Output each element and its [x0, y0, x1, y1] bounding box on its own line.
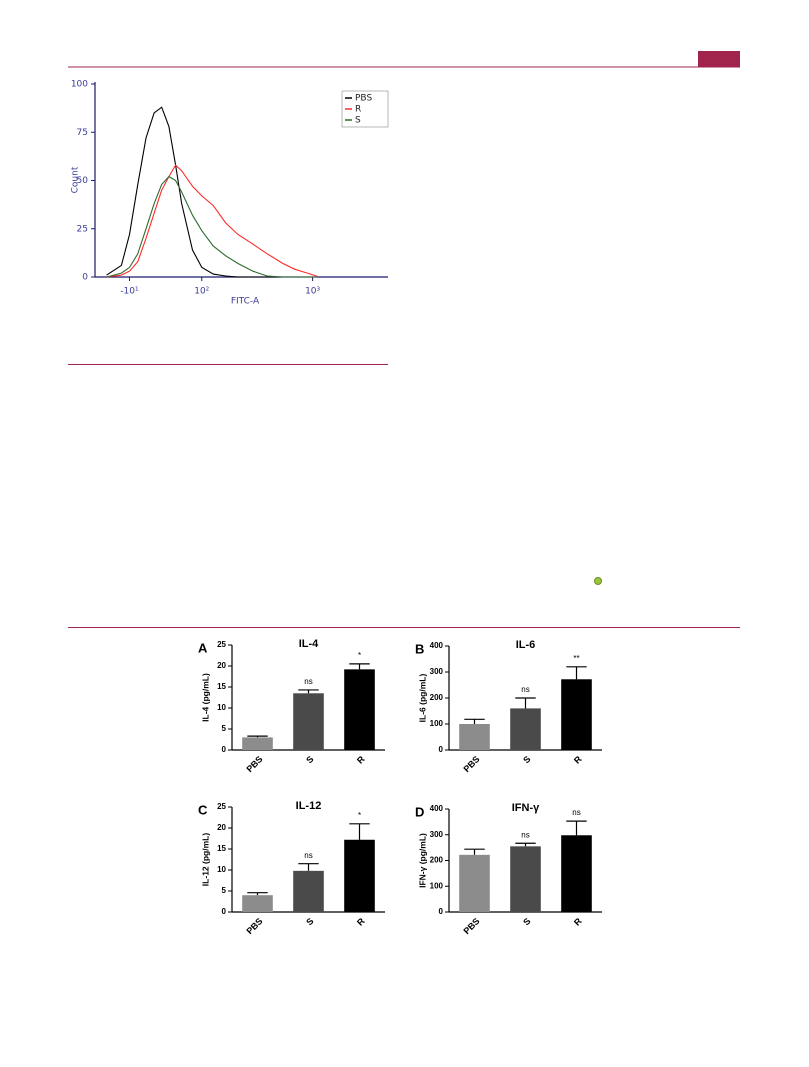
y-tick-label: 25: [77, 224, 88, 234]
significance-label: ns: [304, 677, 312, 686]
significance-label: ns: [521, 685, 529, 694]
y-tick-label: 0: [439, 907, 444, 916]
legend-label: PBS: [355, 94, 372, 104]
y-tick-label: 0: [439, 745, 444, 754]
y-tick-label: 5: [222, 886, 227, 895]
y-tick-label: 200: [430, 693, 444, 702]
y-axis-label: Count: [71, 166, 81, 193]
x-tick-label: -10¹: [120, 287, 139, 297]
y-tick-label: 10: [217, 703, 226, 712]
histogram-line: [106, 175, 318, 278]
bar: [510, 846, 541, 912]
header-tab: [698, 51, 740, 67]
y-axis-label: IL-4 (pg/mL): [200, 673, 210, 722]
marker-dot: [594, 577, 602, 585]
histogram-line: [106, 164, 318, 278]
bar: [344, 839, 375, 912]
significance-label: ns: [304, 851, 312, 860]
panel-letter: B: [415, 641, 424, 656]
y-tick-label: 25: [217, 802, 226, 811]
y-tick-label: 200: [430, 856, 444, 865]
y-axis-label: IL-12 (pg/mL): [200, 833, 210, 887]
y-tick-label: 15: [217, 844, 226, 853]
y-tick-label: 10: [217, 865, 226, 874]
x-tick-label: S: [521, 916, 532, 927]
y-axis-label: IFN-γ (pg/mL): [417, 833, 427, 888]
y-tick-label: 25: [217, 640, 226, 649]
y-tick-label: 0: [82, 273, 88, 283]
significance-label: **: [573, 654, 579, 663]
y-axis-label: IL-6 (pg/mL): [417, 674, 427, 723]
bar: [459, 854, 490, 912]
y-tick-label: 300: [430, 830, 444, 839]
x-tick-label: 10³: [305, 287, 320, 297]
chart-title: IFN-γ: [512, 802, 540, 814]
bar: [293, 870, 324, 912]
panel-letter: D: [415, 804, 424, 819]
x-axis-label: FITC-A: [231, 297, 260, 307]
chart-title: IL-6: [516, 639, 536, 651]
y-tick-label: 50: [77, 176, 89, 186]
y-tick-label: 5: [222, 724, 227, 733]
y-tick-label: 0: [222, 907, 227, 916]
legend-label: S: [355, 116, 361, 126]
y-tick-label: 15: [217, 682, 226, 691]
y-tick-label: 75: [77, 128, 88, 138]
y-tick-label: 20: [217, 661, 226, 670]
bar: [242, 895, 273, 912]
bar: [242, 737, 273, 750]
x-tick-label: 10²: [194, 287, 209, 297]
y-tick-label: 100: [430, 719, 444, 728]
chart-title: IL-12: [296, 800, 322, 812]
panel-letter: A: [198, 640, 208, 655]
legend-label: R: [355, 105, 361, 115]
bar: [459, 724, 490, 750]
panel-letter: C: [198, 802, 208, 817]
chart-title: IL-4: [299, 638, 319, 650]
bar: [293, 693, 324, 750]
y-tick-label: 400: [430, 804, 444, 813]
y-tick-label: 400: [430, 641, 444, 650]
significance-label: ns: [572, 808, 580, 817]
significance-label: *: [358, 811, 361, 820]
significance-label: ns: [521, 830, 529, 839]
y-tick-label: 100: [71, 80, 88, 90]
y-tick-label: 100: [430, 881, 444, 890]
x-tick-label: S: [304, 754, 315, 765]
y-tick-label: 20: [217, 823, 226, 832]
x-tick-label: S: [304, 916, 315, 927]
y-tick-label: 0: [222, 745, 227, 754]
y-tick-label: 300: [430, 667, 444, 676]
x-tick-label: S: [521, 754, 532, 765]
significance-label: *: [358, 651, 361, 660]
bar: [561, 679, 592, 750]
bar: [344, 669, 375, 750]
bar: [561, 835, 592, 912]
bar: [510, 708, 541, 750]
